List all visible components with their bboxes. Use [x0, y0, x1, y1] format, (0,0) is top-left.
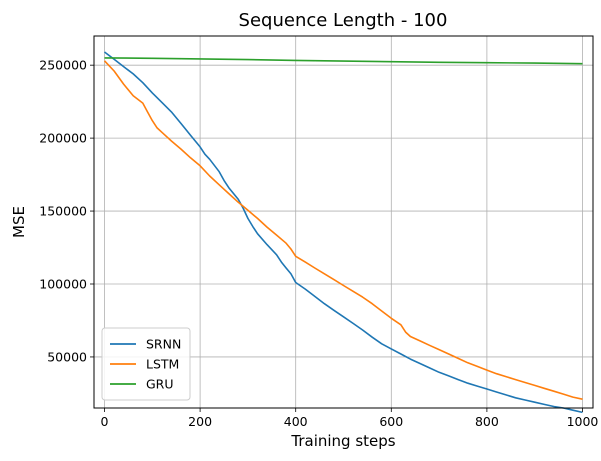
plot-frame — [93, 35, 594, 409]
legend-label: SRNN — [146, 337, 181, 352]
series-line-lstm — [103, 60, 583, 400]
x-axis-label: Training steps — [290, 432, 395, 450]
legend: SRNN LSTM GRU — [101, 327, 191, 401]
legend-label: GRU — [146, 377, 174, 392]
legend-label: LSTM — [146, 357, 179, 372]
x-tick-label: 400 — [284, 414, 308, 429]
x-tick-label: 200 — [188, 414, 212, 429]
axis-ticks: 0 200 400 600 800 1000 50000 100000 150000 200000… — [39, 58, 598, 429]
x-tick-label: 1000 — [567, 414, 599, 429]
x-tick-label: 0 — [101, 414, 109, 429]
series-line-gru — [104, 57, 583, 65]
y-axis-label: MSE — [10, 206, 28, 238]
y-tick-label: 250000 — [39, 58, 87, 73]
y-tick-label: 100000 — [39, 277, 87, 292]
x-tick-label: 600 — [379, 414, 403, 429]
y-tick-label: 50000 — [47, 349, 87, 364]
x-tick-label: 800 — [475, 414, 499, 429]
chart-title: Sequence Length - 100 — [239, 10, 448, 31]
legend-box — [101, 327, 191, 401]
y-tick-label: 200000 — [39, 131, 87, 146]
y-tick-label: 150000 — [39, 204, 87, 219]
series-line-srnn — [104, 51, 583, 414]
series-lines — [103, 51, 583, 414]
